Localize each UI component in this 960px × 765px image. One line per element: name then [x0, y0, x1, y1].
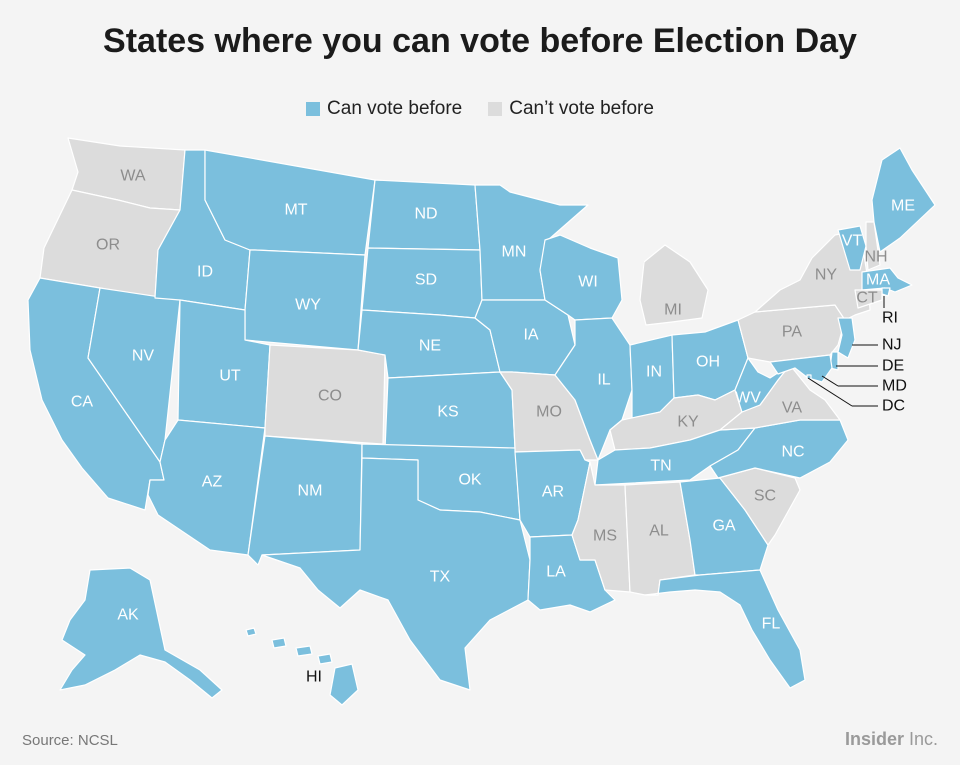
state-label-ar: AR — [542, 484, 564, 501]
state-label-nd: ND — [414, 206, 437, 223]
state-mi — [639, 244, 709, 326]
state-label-az: AZ — [202, 474, 223, 491]
state-label-ak: AK — [117, 607, 139, 624]
state-md — [769, 354, 833, 383]
state-label-fl: FL — [762, 616, 781, 633]
state-ms — [571, 461, 631, 593]
legend-label-can-vote: Can vote before — [327, 98, 463, 119]
state-label-sd: SD — [415, 272, 437, 289]
state-nj — [837, 317, 856, 359]
legend-item-cannot-vote: Can’t vote before — [488, 98, 654, 120]
state-label-ri: RI — [882, 310, 898, 327]
state-label-dc: DC — [882, 398, 905, 415]
map-title: States where you can vote before Electio… — [103, 22, 857, 60]
state-nm — [247, 435, 363, 566]
state-nc — [709, 419, 849, 479]
legend-swatch-cannot-vote — [488, 102, 503, 116]
legend-item-can-vote: Can vote before — [306, 98, 462, 120]
state-label-nv: NV — [132, 348, 155, 365]
state-ct — [854, 289, 883, 309]
state-label-ut: UT — [219, 368, 241, 385]
state-label-oh: OH — [696, 354, 720, 371]
state-label-id: ID — [197, 264, 213, 281]
state-nh — [865, 221, 881, 271]
state-label-ms: MS — [593, 528, 617, 545]
state-label-ne: NE — [419, 338, 441, 355]
dc-leader — [807, 377, 853, 407]
state-label-ks: KS — [437, 404, 458, 421]
state-label-ga: GA — [712, 518, 735, 535]
state-label-al: AL — [649, 523, 669, 540]
state-label-nm: NM — [298, 483, 323, 500]
state-label-ca: CA — [71, 394, 94, 411]
state-label-va: VA — [782, 400, 802, 417]
state-label-ia: IA — [523, 327, 538, 344]
state-label-ok: OK — [458, 472, 481, 489]
state-label-in: IN — [646, 364, 662, 381]
brand-name: Insider — [844, 729, 904, 749]
state-label-sc: SC — [754, 488, 776, 505]
state-label-mo: MO — [536, 404, 562, 421]
lake-superior — [568, 212, 668, 236]
source-note: Source: NCSL — [22, 732, 118, 749]
state-label-mt: MT — [284, 202, 307, 219]
state-label-il: IL — [597, 372, 610, 389]
state-label-tx: TX — [430, 569, 451, 586]
state-label-me: ME — [891, 198, 915, 215]
state-ak — [59, 567, 223, 699]
state-fl — [644, 569, 806, 689]
state-label-wy: WY — [295, 297, 321, 314]
state-label-pa: PA — [782, 324, 802, 341]
brand-suffix: Inc. — [903, 729, 938, 749]
state-label-ct: CT — [856, 290, 878, 307]
state-label-wv: WV — [735, 390, 761, 407]
state-label-hi: HI — [306, 669, 322, 686]
state-label-ny: NY — [815, 267, 838, 284]
state-label-nh: NH — [864, 249, 887, 266]
state-label-nc: NC — [781, 444, 804, 461]
state-label-nj: NJ — [882, 337, 902, 354]
legend-swatch-can-vote — [306, 102, 321, 116]
state-label-or: OR — [96, 237, 120, 254]
state-label-tn: TN — [650, 458, 671, 475]
state-label-la: LA — [546, 564, 566, 581]
state-vt — [837, 225, 867, 271]
state-label-vt: VT — [842, 233, 863, 250]
state-label-mn: MN — [502, 244, 527, 261]
legend: Can vote before Can’t vote before — [0, 98, 960, 120]
state-mo — [499, 371, 599, 461]
state-me — [871, 147, 936, 253]
state-label-ma: MA — [866, 272, 890, 289]
md-leader — [821, 375, 839, 387]
state-label-mi: MI — [664, 302, 682, 319]
state-hi — [245, 627, 359, 706]
state-ri — [881, 287, 891, 297]
state-label-md: MD — [882, 378, 907, 395]
lake-michigan — [620, 226, 644, 300]
legend-label-cannot-vote: Can’t vote before — [509, 98, 654, 119]
state-label-ky: KY — [677, 414, 699, 431]
state-il — [554, 317, 633, 461]
state-label-wa: WA — [120, 168, 146, 185]
state-label-co: CO — [318, 388, 342, 405]
state-label-wi: WI — [578, 274, 598, 291]
brand-logo: Insider Inc. — [845, 729, 938, 750]
state-label-de: DE — [882, 358, 904, 375]
state-tx — [261, 457, 531, 691]
